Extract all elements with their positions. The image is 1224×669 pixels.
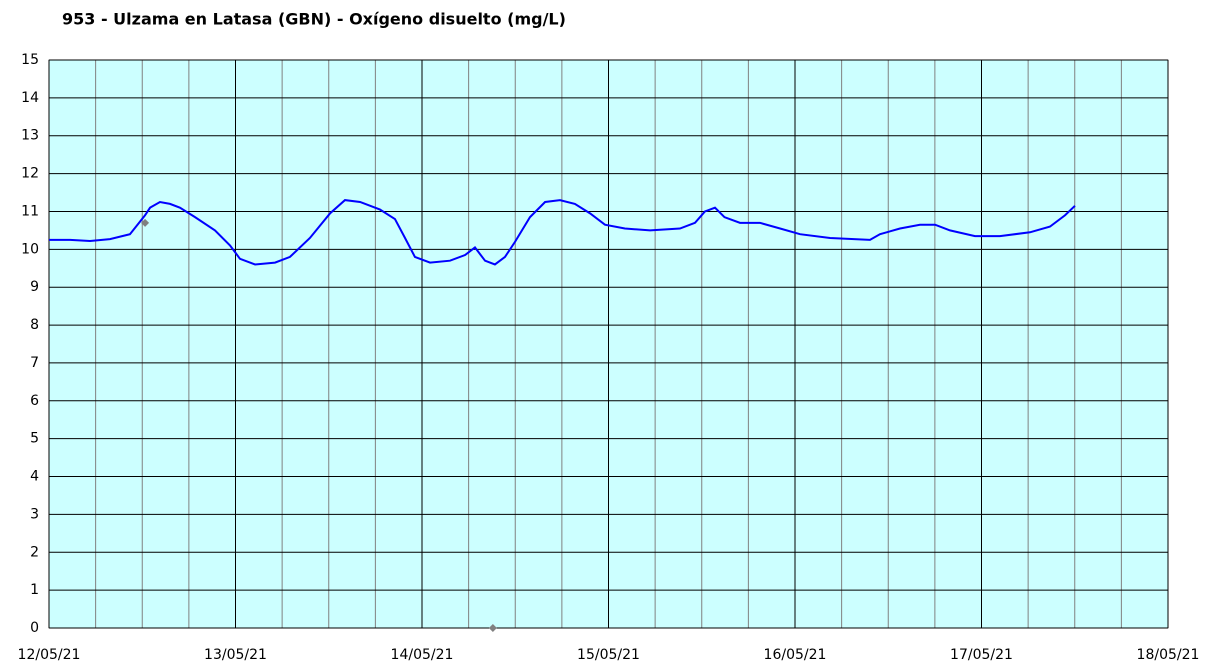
y-tick-label: 11 — [21, 203, 39, 219]
x-tick-label: 13/05/21 — [204, 647, 267, 663]
data-point — [141, 218, 150, 227]
y-tick-label: 8 — [30, 317, 39, 333]
y-tick-label: 1 — [30, 582, 39, 598]
x-tick-label: 17/05/21 — [950, 647, 1013, 663]
x-tick-label: 15/05/21 — [577, 647, 640, 663]
y-tick-label: 4 — [30, 469, 39, 485]
data-line — [49, 199, 1076, 266]
y-tick-label: 2 — [30, 544, 39, 560]
x-tick-label: 14/05/21 — [391, 647, 454, 663]
y-tick-label: 13 — [21, 128, 39, 144]
x-tick-label: 18/05/21 — [1137, 647, 1200, 663]
y-tick-label: 7 — [30, 355, 39, 371]
y-tick-label: 12 — [21, 166, 39, 182]
y-tick-label: 14 — [21, 90, 39, 106]
y-tick-label: 9 — [30, 279, 39, 295]
y-tick-label: 15 — [21, 52, 39, 68]
y-tick-label: 0 — [30, 620, 39, 636]
x-tick-label: 16/05/21 — [764, 647, 827, 663]
chart-title: 953 - Ulzama en Latasa (GBN) - Oxígeno d… — [62, 10, 566, 29]
data-point — [488, 624, 497, 632]
x-tick-label: 12/05/21 — [18, 647, 81, 663]
y-tick-label: 6 — [30, 393, 39, 409]
y-tick-label: 5 — [30, 431, 39, 447]
y-tick-label: 10 — [21, 241, 39, 257]
y-tick-label: 3 — [30, 506, 39, 522]
